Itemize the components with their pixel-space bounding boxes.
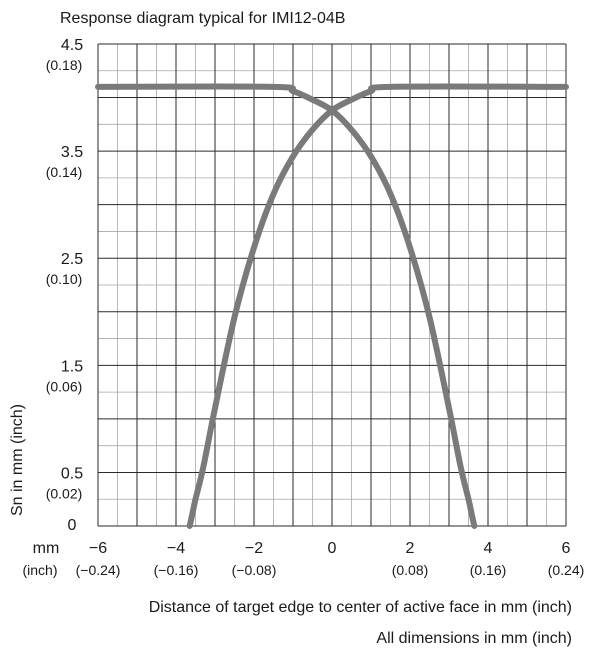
x-tick-label: −6: [89, 540, 107, 557]
x-tick-labels: −6 (−0.24) −4 (−0.16) −2 (−0.08) 0 2 (0.08) 4 (0.1…: [76, 540, 585, 578]
y-tick-label-inch: (0.14): [46, 164, 83, 180]
x-unit-label-mm: mm: [33, 540, 60, 557]
footnote: All dimensions in mm (inch): [376, 630, 572, 647]
chart-title: Response diagram typical for IMI12-04B: [60, 10, 345, 27]
series-line-1: [95, 83, 478, 529]
y-tick-label: 1.5: [61, 358, 83, 375]
x-unit-label-inch: (inch): [22, 562, 57, 578]
series-line-2: [186, 83, 569, 529]
x-tick-label-inch: (−0.16): [154, 562, 199, 578]
x-axis-label: Distance of target edge to center of act…: [149, 599, 572, 616]
x-tick-label-inch: (−0.08): [232, 562, 277, 578]
x-tick-label-inch: (0.16): [470, 562, 507, 578]
x-tick-label-inch: (0.24): [548, 562, 585, 578]
y-tick-label: 2.5: [61, 251, 83, 268]
y-tick-labels: 4.5 (0.18) 3.5 (0.14) 2.5 (0.10) 1.5 (0.06) 0.5 (…: [46, 37, 84, 534]
x-tick-label: 2: [406, 540, 415, 557]
y-tick-label-inch: (0.02): [46, 485, 83, 501]
y-tick-label-inch: (0.06): [46, 378, 83, 394]
grid-major-lines: [97, 43, 567, 527]
y-tick-label: 4.5: [61, 37, 83, 54]
y-tick-label: 0: [68, 517, 77, 534]
x-tick-label: 0: [328, 540, 337, 557]
y-tick-label-inch: (0.18): [46, 57, 83, 73]
y-tick-label: 3.5: [61, 144, 83, 161]
x-tick-label: 6: [562, 540, 571, 557]
x-tick-label-inch: (−0.24): [76, 562, 121, 578]
x-tick-label: −4: [167, 540, 185, 557]
y-tick-label: 0.5: [61, 465, 83, 482]
x-tick-label: 4: [484, 540, 493, 557]
y-axis-label: Sn in mm (inch): [9, 404, 26, 516]
x-tick-label: −2: [245, 540, 263, 557]
series-layer: [95, 83, 569, 529]
y-tick-label-inch: (0.10): [46, 271, 83, 287]
x-tick-label-inch: (0.08): [392, 562, 429, 578]
